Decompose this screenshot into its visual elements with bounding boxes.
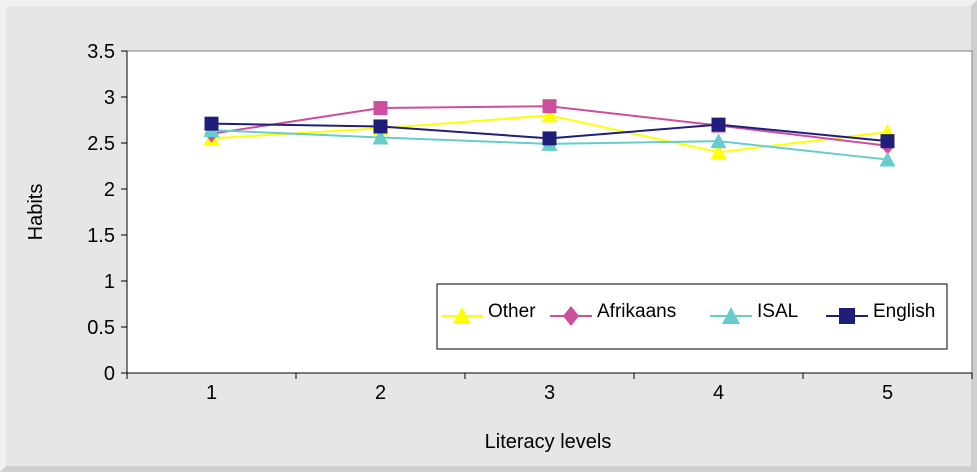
legend-item-isal: ISAL — [710, 301, 798, 324]
series-english — [204, 116, 895, 149]
data-point — [542, 131, 557, 146]
y-axis: 0 0.5 1 1.5 2 2.5 3 3.5 — [87, 41, 128, 385]
legend-item-afrikaans: Afrikaans — [550, 301, 676, 326]
x-tick-label: 2 — [375, 382, 386, 404]
data-point — [879, 151, 896, 167]
legend-label: Afrikaans — [597, 301, 676, 322]
x-tick-label: 3 — [544, 382, 555, 404]
y-tick-label: 1 — [104, 271, 115, 293]
data-point — [373, 119, 388, 134]
data-point — [710, 133, 727, 149]
y-tick-label: 2.5 — [87, 133, 115, 155]
data-point — [541, 107, 558, 123]
y-tick-label: 1.5 — [87, 225, 115, 247]
data-point — [711, 117, 726, 132]
data-point — [542, 99, 557, 114]
x-tick-label: 5 — [882, 382, 893, 404]
legend-label: ISAL — [757, 301, 798, 322]
x-tick-label: 4 — [713, 382, 724, 404]
legend-label: Other — [488, 301, 536, 322]
x-tick-label: 1 — [206, 382, 217, 404]
data-point — [710, 144, 727, 160]
y-tick-label: 0.5 — [87, 317, 115, 339]
y-tick-label: 3.5 — [87, 41, 115, 63]
legend-marker — [839, 308, 855, 324]
data-point — [373, 101, 388, 116]
data-point — [204, 116, 219, 131]
legend-marker — [563, 306, 579, 326]
legend-item-english: English — [826, 301, 935, 324]
legend-item-other: Other — [441, 301, 536, 324]
legend-label: English — [873, 301, 935, 322]
legend-marker — [722, 307, 740, 324]
y-tick-label: 2 — [104, 179, 115, 201]
y-tick-label: 3 — [104, 87, 115, 109]
data-point — [880, 134, 895, 149]
y-axis-title: Habits — [25, 184, 47, 241]
legend-marker — [453, 307, 471, 324]
legend: Other Afrikaans ISAL English — [436, 283, 948, 350]
x-axis-title: Literacy levels — [485, 431, 612, 453]
y-tick-label: 0 — [104, 363, 115, 385]
x-axis: 1 2 3 4 5 — [126, 372, 973, 404]
series-layer — [203, 99, 896, 167]
data-point — [372, 129, 389, 145]
